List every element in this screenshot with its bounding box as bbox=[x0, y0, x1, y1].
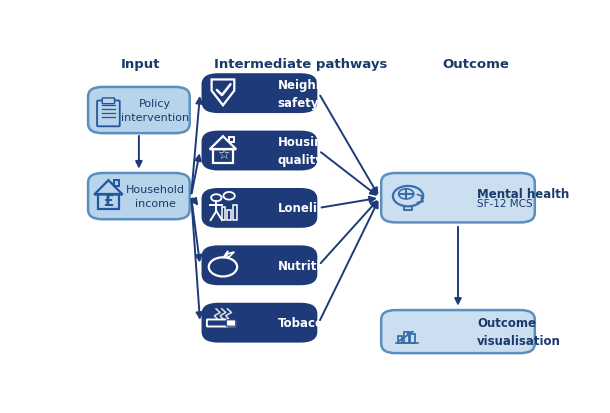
Text: SF-12 MCS: SF-12 MCS bbox=[477, 199, 533, 209]
Text: Intermediate pathways: Intermediate pathways bbox=[214, 57, 387, 70]
Text: Policy
intervention: Policy intervention bbox=[121, 99, 190, 123]
Text: Outcome
visualisation: Outcome visualisation bbox=[477, 316, 561, 347]
Text: Loneliness: Loneliness bbox=[278, 202, 348, 215]
FancyBboxPatch shape bbox=[227, 320, 235, 326]
Text: ☆: ☆ bbox=[217, 148, 229, 162]
Text: Input: Input bbox=[120, 57, 160, 70]
Text: Outcome: Outcome bbox=[442, 57, 509, 70]
FancyBboxPatch shape bbox=[381, 173, 535, 223]
FancyBboxPatch shape bbox=[381, 310, 535, 353]
Text: Nutrition: Nutrition bbox=[278, 259, 337, 272]
FancyBboxPatch shape bbox=[201, 246, 317, 285]
Text: Mental health: Mental health bbox=[477, 188, 569, 201]
FancyBboxPatch shape bbox=[201, 74, 317, 114]
Text: Household
income: Household income bbox=[126, 185, 185, 209]
FancyBboxPatch shape bbox=[88, 88, 190, 134]
Text: Neighbourhood
safety: Neighbourhood safety bbox=[278, 78, 379, 109]
Text: Tobacco: Tobacco bbox=[278, 316, 331, 330]
FancyBboxPatch shape bbox=[201, 188, 317, 228]
FancyBboxPatch shape bbox=[102, 99, 115, 104]
FancyBboxPatch shape bbox=[88, 173, 190, 220]
Text: £: £ bbox=[103, 194, 113, 209]
FancyBboxPatch shape bbox=[201, 303, 317, 343]
Text: Housing
quality: Housing quality bbox=[278, 136, 331, 166]
FancyBboxPatch shape bbox=[201, 131, 317, 171]
